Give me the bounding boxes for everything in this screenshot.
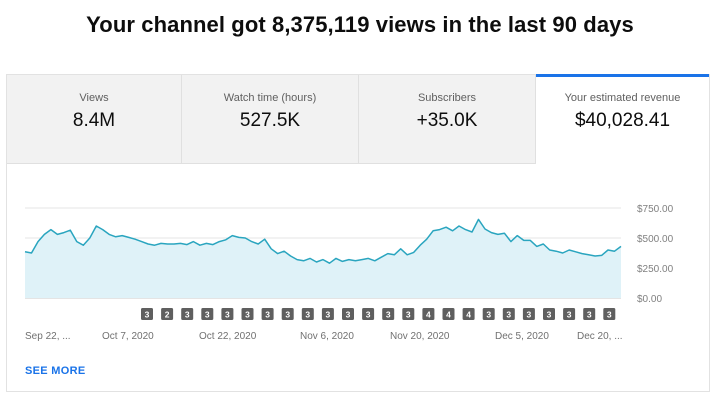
annotation-badge <box>161 308 174 320</box>
annotation-badge-count: 3 <box>366 310 371 320</box>
annotation-badge <box>301 308 314 320</box>
tab-value: 527.5K <box>239 110 301 131</box>
annotation-badge <box>422 308 435 320</box>
annotation-badge-count: 3 <box>205 310 210 320</box>
x-tick-label: Sep 22, ... <box>25 331 71 342</box>
analytics-card: Views 8.4M Watch time (hours) 527.5K Sub… <box>6 74 710 392</box>
annotation-badge-count: 3 <box>326 310 331 320</box>
revenue-line <box>24 218 622 264</box>
annotation-badge-count: 3 <box>506 310 511 320</box>
x-tick-label: Nov 6, 2020 <box>300 331 354 342</box>
annotation-badge-count: 3 <box>567 310 572 320</box>
tab-subscribers[interactable]: Subscribers +35.0K <box>359 75 536 164</box>
annotation-badge-count: 4 <box>466 310 471 320</box>
tab-label: Watch time (hours) <box>223 92 317 104</box>
tab-label: Subscribers <box>417 92 477 104</box>
page-headline: Your channel got 8,375,119 views in the … <box>86 12 634 37</box>
y-tick-label: $500.00 <box>637 234 674 245</box>
annotation-badge <box>502 308 515 320</box>
annotation-badge-count: 3 <box>346 310 351 320</box>
annotation-badge-count: 3 <box>527 310 532 320</box>
annotation-badge <box>141 308 153 320</box>
annotation-badge-count: 2 <box>165 310 170 320</box>
x-tick-label: Dec 5, 2020 <box>495 331 549 342</box>
x-tick-label: Oct 7, 2020 <box>102 331 154 342</box>
annotation-badge-count: 3 <box>607 310 612 320</box>
annotation-badge <box>362 308 375 320</box>
y-tick-label: $750.00 <box>637 204 674 215</box>
annotation-badge <box>482 308 495 320</box>
annotation-badge <box>402 308 415 320</box>
tab-views[interactable]: Views 8.4M <box>7 75 182 164</box>
y-tick-label: $0.00 <box>637 294 662 305</box>
annotation-badge <box>583 308 596 320</box>
annotation-badge-count: 3 <box>225 310 230 320</box>
annotation-badge <box>201 308 214 320</box>
see-more-link[interactable]: SEE MORE <box>25 365 86 377</box>
annotation-badge-count: 3 <box>265 310 270 320</box>
annotation-badge <box>563 308 576 320</box>
x-tick-label: Oct 22, 2020 <box>199 331 257 342</box>
annotation-badge-count: 3 <box>406 310 411 320</box>
annotation-badge-count: 4 <box>446 310 451 320</box>
annotation-badge <box>442 308 455 320</box>
annotation-badge-count: 3 <box>587 310 592 320</box>
revenue-chart: $750.00 $500.00 $250.00 $0.00 3 2 3 3 3 3 3 3 3 3 3 3 3 3… <box>24 204 674 342</box>
annotation-badge-count: 3 <box>486 310 491 320</box>
annotation-badge <box>543 308 555 320</box>
annotation-badge <box>462 308 475 320</box>
annotation-badge <box>382 308 395 320</box>
revenue-area <box>25 219 621 298</box>
annotation-badge-count: 3 <box>285 310 290 320</box>
annotation-badge-count: 4 <box>426 310 431 320</box>
annotation-badge <box>603 308 616 320</box>
tab-label: Your estimated revenue <box>564 92 681 104</box>
y-tick-label: $250.00 <box>637 264 674 275</box>
metric-tabs: Views 8.4M Watch time (hours) 527.5K Sub… <box>7 74 709 164</box>
annotation-badge-count: 3 <box>145 310 150 320</box>
annotation-badge <box>522 308 535 320</box>
annotation-badge-count: 3 <box>185 310 190 320</box>
tab-value: +35.0K <box>416 110 478 131</box>
annotation-badge <box>261 308 274 320</box>
annotation-badge <box>221 308 234 320</box>
annotation-badge <box>321 308 334 320</box>
annotation-badge-count: 3 <box>386 310 391 320</box>
tab-label: Views <box>79 92 109 104</box>
annotation-badge-count: 3 <box>547 310 552 320</box>
tab-value: $40,028.41 <box>574 110 671 131</box>
annotation-badge-count: 3 <box>305 310 310 320</box>
annotation-badge <box>241 308 254 320</box>
tab-estimated-revenue[interactable]: Your estimated revenue $40,028.41 <box>536 74 709 164</box>
tab-watch-time[interactable]: Watch time (hours) 527.5K <box>182 75 359 164</box>
annotation-badge <box>342 308 354 320</box>
x-tick-label: Nov 20, 2020 <box>390 331 450 342</box>
annotation-badge <box>281 308 294 320</box>
tab-value: 8.4M <box>72 110 116 131</box>
annotation-badge <box>181 308 194 320</box>
x-tick-label: Dec 20, ... <box>577 331 623 342</box>
annotation-badge-count: 3 <box>245 310 250 320</box>
